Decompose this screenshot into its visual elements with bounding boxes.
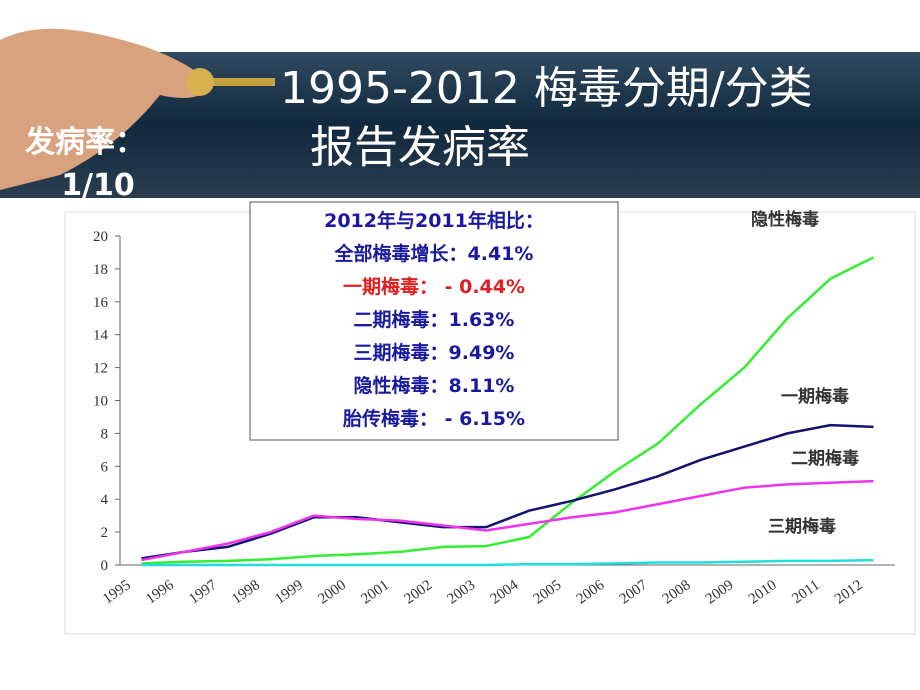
y-tick-label: 12 <box>93 361 108 377</box>
y-tick-label: 18 <box>93 262 108 278</box>
y-tick-label: 0 <box>101 558 109 574</box>
slide-title: 1995-2012 梅毒分期/分类 <box>280 63 813 114</box>
annotation-text: 二期梅毒：1.63% <box>354 308 515 331</box>
y-tick-label: 4 <box>101 492 109 508</box>
hand-illustration <box>0 28 275 190</box>
series-label: 一期梅毒 <box>781 386 849 407</box>
annotation-text: 2012年与2011年相比： <box>324 209 544 232</box>
y-tick-label: 8 <box>101 426 109 442</box>
y-tick-label: 10 <box>93 394 108 410</box>
side-label: 1/10 <box>61 168 135 203</box>
annotation-box <box>249 201 619 441</box>
annotation-text: 一期梅毒： - 0.44% <box>343 275 525 298</box>
y-tick-label: 2 <box>101 525 109 541</box>
annotation-text: 胎传梅毒： - 6.15% <box>343 407 525 430</box>
y-tick-label: 14 <box>93 328 109 344</box>
annotation-text: 三期梅毒：9.49% <box>354 341 515 364</box>
series-label: 三期梅毒 <box>768 516 836 537</box>
slide-title: 报告发病率 <box>310 122 530 173</box>
line-series <box>141 479 874 562</box>
line-series <box>141 256 875 565</box>
y-tick-label: 16 <box>93 295 109 311</box>
series-label: 隐性梅毒 <box>751 209 819 230</box>
line-series <box>141 558 874 567</box>
y-tick-label: 20 <box>93 229 108 245</box>
line-series <box>141 423 874 560</box>
annotation-text: 隐性梅毒：8.11% <box>354 374 515 397</box>
annotation-text: 全部梅毒增长：4.41% <box>334 242 534 265</box>
series-label: 二期梅毒 <box>791 448 859 469</box>
side-label: 发病率： <box>24 125 145 160</box>
y-tick-label: 6 <box>101 459 109 475</box>
